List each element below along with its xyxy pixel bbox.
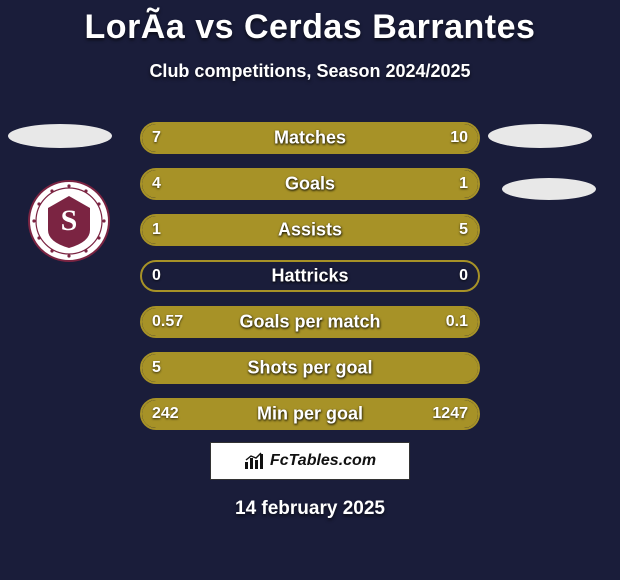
club-right-logo-placeholder: [502, 178, 596, 200]
stat-value-right: 5: [459, 221, 468, 239]
stat-label: Assists: [142, 220, 478, 241]
stat-value-right: 1: [459, 175, 468, 193]
watermark: FcTables.com: [210, 442, 410, 480]
stat-label: Min per goal: [142, 404, 478, 425]
player-right-photo-placeholder: [488, 124, 592, 148]
stat-label: Hattricks: [142, 266, 478, 287]
stat-value-right: 1247: [432, 405, 468, 423]
player-left-photo-placeholder: [8, 124, 112, 148]
stat-row: 242Min per goal1247: [140, 398, 480, 430]
stat-value-right: 10: [450, 129, 468, 147]
page-subtitle: Club competitions, Season 2024/2025: [0, 61, 620, 82]
stat-label: Shots per goal: [142, 358, 478, 379]
date-text: 14 february 2025: [0, 498, 620, 520]
stat-label: Goals per match: [142, 312, 478, 333]
watermark-text: FcTables.com: [270, 452, 376, 470]
stat-row: 5Shots per goal: [140, 352, 480, 384]
club-left-badge: S: [28, 180, 110, 262]
stat-label: Goals: [142, 174, 478, 195]
page-title: LorÃ­a vs Cerdas Barrantes: [0, 0, 620, 47]
stat-row: 0.57Goals per match0.1: [140, 306, 480, 338]
badge-letter: S: [61, 204, 78, 237]
chart-icon: [244, 452, 264, 470]
stat-row: 4Goals1: [140, 168, 480, 200]
stats-container: 7Matches104Goals11Assists50Hattricks00.5…: [140, 122, 480, 444]
stat-label: Matches: [142, 128, 478, 149]
stat-value-right: 0.1: [446, 313, 468, 331]
stat-row: 1Assists5: [140, 214, 480, 246]
stat-row: 0Hattricks0: [140, 260, 480, 292]
stat-value-right: 0: [459, 267, 468, 285]
stat-row: 7Matches10: [140, 122, 480, 154]
